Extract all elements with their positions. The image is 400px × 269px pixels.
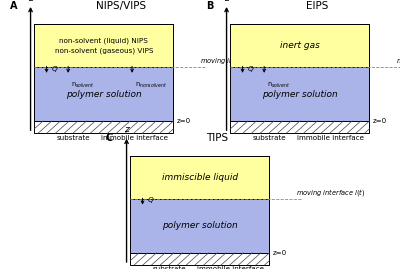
Text: z=0: z=0 <box>373 118 387 124</box>
Text: polymer solution: polymer solution <box>162 221 238 231</box>
Text: immobile interface: immobile interface <box>297 134 364 140</box>
Text: polymer solution: polymer solution <box>262 90 338 99</box>
Text: immobile interface: immobile interface <box>197 266 264 269</box>
Text: moving interface $l(t)$: moving interface $l(t)$ <box>396 55 400 66</box>
Text: substrate: substrate <box>56 134 90 140</box>
Text: z: z <box>28 0 33 3</box>
Text: n$_{solvent}$: n$_{solvent}$ <box>267 81 290 90</box>
Text: n$_{nonsolvent}$: n$_{nonsolvent}$ <box>135 81 167 90</box>
Bar <box>130 199 270 253</box>
Text: moving interface $l(t)$: moving interface $l(t)$ <box>296 187 365 198</box>
Text: Q: Q <box>247 66 253 72</box>
Bar <box>230 121 370 133</box>
Text: substrate: substrate <box>252 134 286 140</box>
Text: immiscible liquid: immiscible liquid <box>162 173 238 182</box>
Bar <box>130 253 270 265</box>
Bar <box>34 121 174 133</box>
Text: C: C <box>106 133 113 143</box>
Text: Q: Q <box>147 197 153 203</box>
Text: substrate: substrate <box>152 266 186 269</box>
Text: n$_{solvent}$: n$_{solvent}$ <box>71 81 94 90</box>
Text: polymer solution: polymer solution <box>66 90 142 99</box>
Text: B: B <box>206 1 213 11</box>
Text: immobile interface: immobile interface <box>101 134 168 140</box>
Text: inert gas: inert gas <box>280 41 320 50</box>
Text: TIPS: TIPS <box>206 133 228 143</box>
Bar <box>130 156 270 199</box>
Text: Q: Q <box>51 66 57 72</box>
Text: moving interface $l(t)$: moving interface $l(t)$ <box>200 55 269 66</box>
Text: z: z <box>224 0 229 3</box>
Text: A: A <box>10 1 17 11</box>
Bar <box>230 24 370 67</box>
Text: EIPS: EIPS <box>306 1 328 11</box>
Bar <box>34 67 174 121</box>
Text: NIPS/VIPS: NIPS/VIPS <box>96 1 146 11</box>
Bar <box>34 24 174 67</box>
Text: non-solvent (liquid) NIPS: non-solvent (liquid) NIPS <box>60 37 148 44</box>
Text: z: z <box>124 126 129 134</box>
Bar <box>230 67 370 121</box>
Text: z=0: z=0 <box>177 118 191 124</box>
Text: z=0: z=0 <box>273 250 287 256</box>
Text: non-solvent (gaseous) VIPS: non-solvent (gaseous) VIPS <box>55 48 153 54</box>
